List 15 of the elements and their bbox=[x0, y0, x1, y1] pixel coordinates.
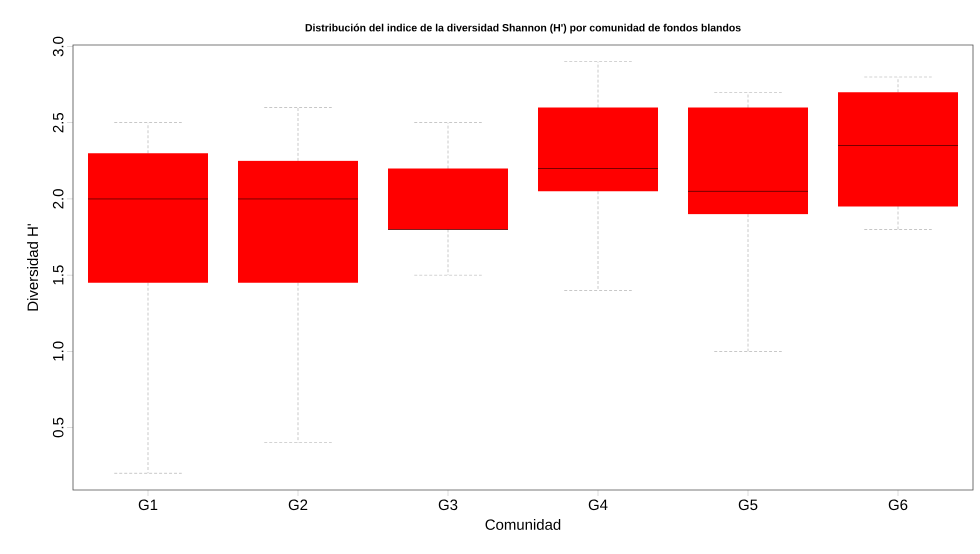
x-tick-label: G4 bbox=[588, 500, 608, 510]
y-axis-title: Diversidad H' bbox=[27, 224, 38, 310]
y-tick-label: 2.5 bbox=[52, 112, 64, 132]
x-axis-title: Comunidad bbox=[486, 518, 560, 530]
y-tick-label: 1.0 bbox=[52, 342, 64, 361]
y-tick-label: 0.5 bbox=[52, 418, 64, 438]
y-tick-label: 1.5 bbox=[53, 265, 64, 284]
x-tick-label: G1 bbox=[138, 500, 158, 510]
y-tick-label: 3.0 bbox=[52, 36, 64, 56]
x-tick-label: G2 bbox=[288, 500, 308, 510]
chart-title: Distribución del indice de la diversidad Shannon (H') por comunidad de fondos blandos bbox=[306, 24, 741, 34]
x-tick-label: G6 bbox=[888, 500, 908, 510]
y-tick-label: 2.0 bbox=[52, 189, 64, 209]
x-tick-label: G3 bbox=[438, 500, 458, 510]
x-tick-label: G5 bbox=[738, 500, 758, 510]
